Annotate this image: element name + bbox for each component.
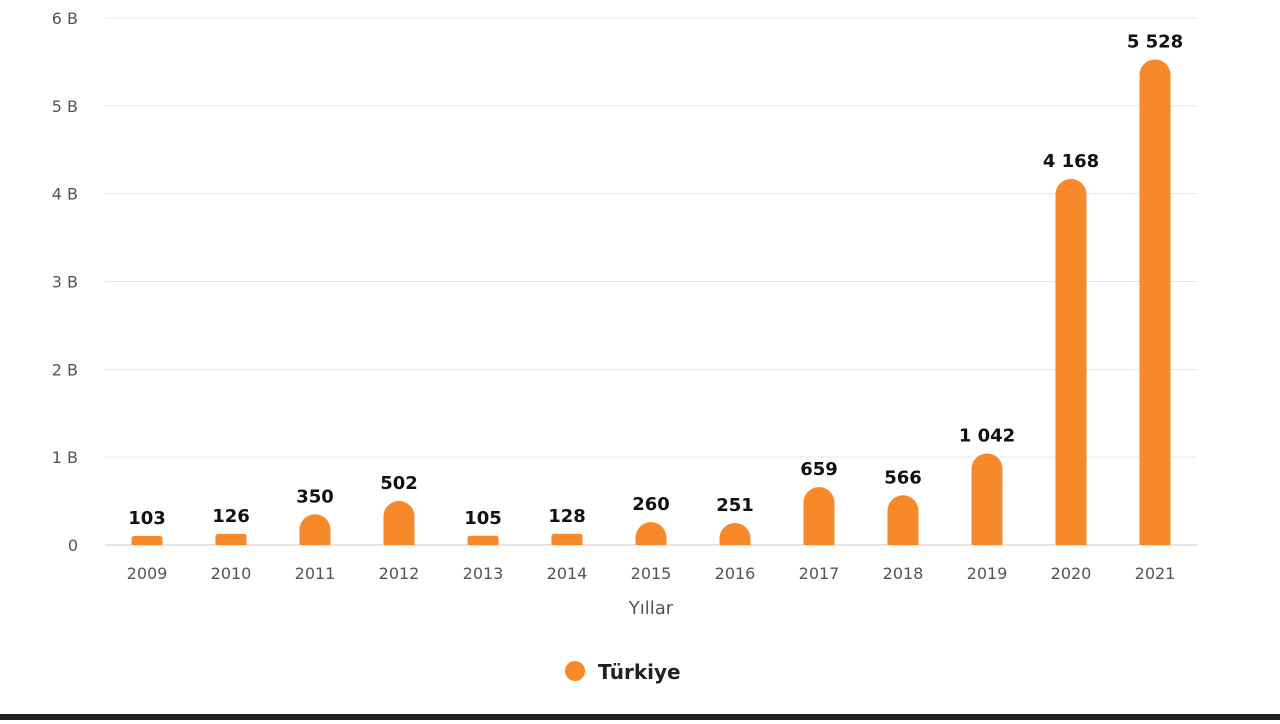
y-tick-label: 3 B <box>52 273 78 292</box>
x-tick-label: 2015 <box>631 564 672 583</box>
y-tick-label: 2 B <box>52 360 78 379</box>
x-tick-label: 2020 <box>1051 564 1092 583</box>
data-label: 1 042 <box>959 425 1015 446</box>
bar[interactable] <box>635 522 667 545</box>
y-tick-label: 1 B <box>52 448 78 467</box>
data-label: 105 <box>464 508 502 529</box>
x-tick-label: 2011 <box>295 564 336 583</box>
legend[interactable]: Türkiye <box>565 660 681 684</box>
bar[interactable] <box>299 514 331 545</box>
data-label: 350 <box>296 486 334 507</box>
bar[interactable] <box>215 533 247 545</box>
legend-swatch-icon <box>565 661 585 681</box>
bars <box>131 59 1171 545</box>
y-tick-label: 4 B <box>52 185 78 204</box>
y-tick-label: 6 B <box>52 9 78 28</box>
data-label: 128 <box>548 506 586 527</box>
data-label: 126 <box>212 506 250 527</box>
bar[interactable] <box>383 500 415 545</box>
bar[interactable] <box>131 535 163 545</box>
x-tick-label: 2013 <box>463 564 504 583</box>
x-tick-label: 2012 <box>379 564 420 583</box>
bar[interactable] <box>467 535 499 545</box>
x-tick-label: 2014 <box>547 564 588 583</box>
data-label: 260 <box>632 494 670 515</box>
x-tick-label: 2021 <box>1135 564 1176 583</box>
x-axis-ticks: 2009 2010 2011 2012 2013 2014 2015 2016 2017 2018… <box>127 564 1176 583</box>
gridlines <box>105 17 1197 546</box>
x-tick-label: 2017 <box>799 564 840 583</box>
bar[interactable] <box>803 487 835 545</box>
data-label: 566 <box>884 467 922 488</box>
bar[interactable] <box>719 522 751 545</box>
y-tick-label: 0 <box>68 536 78 555</box>
data-label: 659 <box>800 459 838 480</box>
legend-label: Türkiye <box>598 660 681 684</box>
bar[interactable] <box>971 453 1003 545</box>
bar[interactable] <box>1055 178 1087 545</box>
x-tick-label: 2016 <box>715 564 756 583</box>
x-tick-label: 2010 <box>211 564 252 583</box>
data-label: 502 <box>380 473 418 494</box>
x-axis-title: Yıllar <box>628 598 674 619</box>
y-axis-ticks: 0 1 B 2 B 3 B 4 B 5 B 6 B <box>52 9 78 555</box>
x-tick-label: 2009 <box>127 564 168 583</box>
bar[interactable] <box>887 495 919 545</box>
data-label: 251 <box>716 495 754 516</box>
data-label: 103 <box>128 508 166 529</box>
bar[interactable] <box>551 533 583 545</box>
y-tick-label: 5 B <box>52 97 78 116</box>
bottom-bar <box>0 714 1280 720</box>
bar[interactable] <box>1139 59 1171 545</box>
x-tick-label: 2018 <box>883 564 924 583</box>
data-label: 5 528 <box>1127 31 1183 52</box>
data-labels: 103 126 350 502 105 128 260 251 659 566 1 042 4 168… <box>128 31 1183 528</box>
x-tick-label: 2019 <box>967 564 1008 583</box>
data-label: 4 168 <box>1043 151 1099 172</box>
